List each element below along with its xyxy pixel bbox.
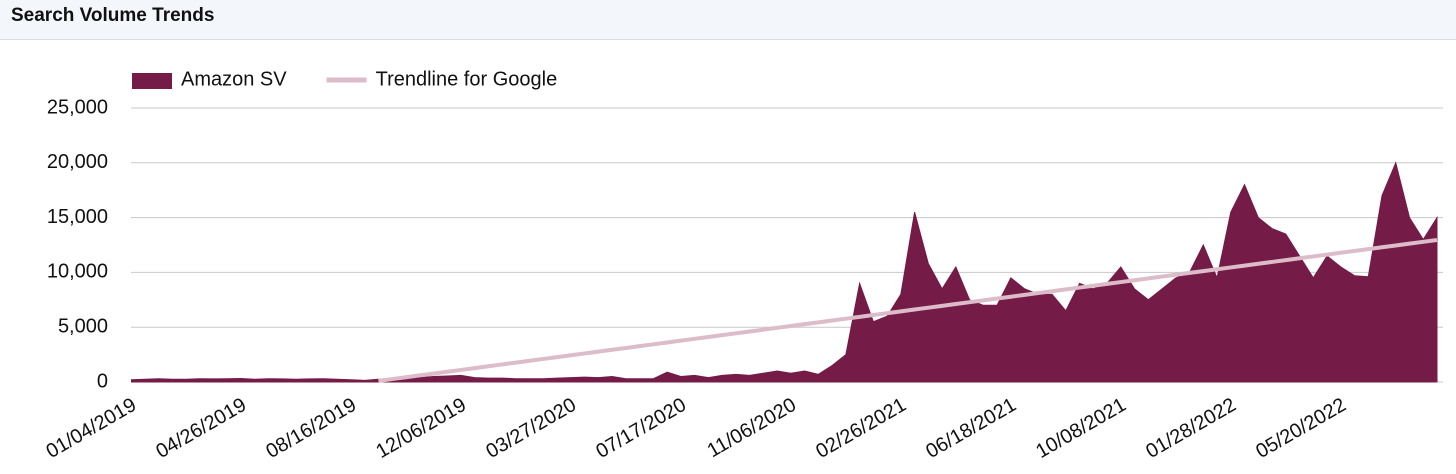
y-tick-label: 5,000 — [58, 315, 108, 337]
x-tick-label: 03/27/2020 — [482, 394, 580, 463]
x-tick-label: 05/20/2022 — [1252, 394, 1350, 463]
legend-label: Amazon SV — [181, 68, 287, 90]
x-tick-label: 08/16/2019 — [262, 394, 360, 463]
y-tick-label: 10,000 — [47, 261, 108, 283]
x-tick-label: 06/18/2021 — [922, 394, 1020, 463]
y-tick-label: 25,000 — [47, 96, 108, 118]
x-tick-label: 02/26/2021 — [812, 394, 910, 463]
y-tick-label: 15,000 — [47, 206, 108, 228]
x-tick-label: 01/04/2019 — [42, 394, 140, 463]
x-tick-label: 07/17/2020 — [592, 394, 690, 463]
y-tick-label: 20,000 — [47, 151, 108, 173]
x-tick-label: 12/06/2019 — [372, 394, 470, 463]
plot-area — [131, 161, 1438, 383]
panel-header: Search Volume Trends — [0, 0, 1456, 40]
legend-label: Trendline for Google — [376, 68, 558, 90]
legend-swatch — [132, 73, 172, 89]
area — [131, 161, 1438, 383]
x-tick-label: 10/08/2021 — [1032, 394, 1130, 463]
trend-line — [378, 237, 1438, 383]
x-tick-label: 11/06/2020 — [704, 394, 800, 462]
panel-title: Search Volume Trends — [11, 5, 215, 26]
x-tick-label: 01/28/2022 — [1142, 394, 1240, 463]
y-tick-label: 0 — [97, 370, 108, 392]
x-tick-label: 04/26/2019 — [152, 394, 250, 463]
